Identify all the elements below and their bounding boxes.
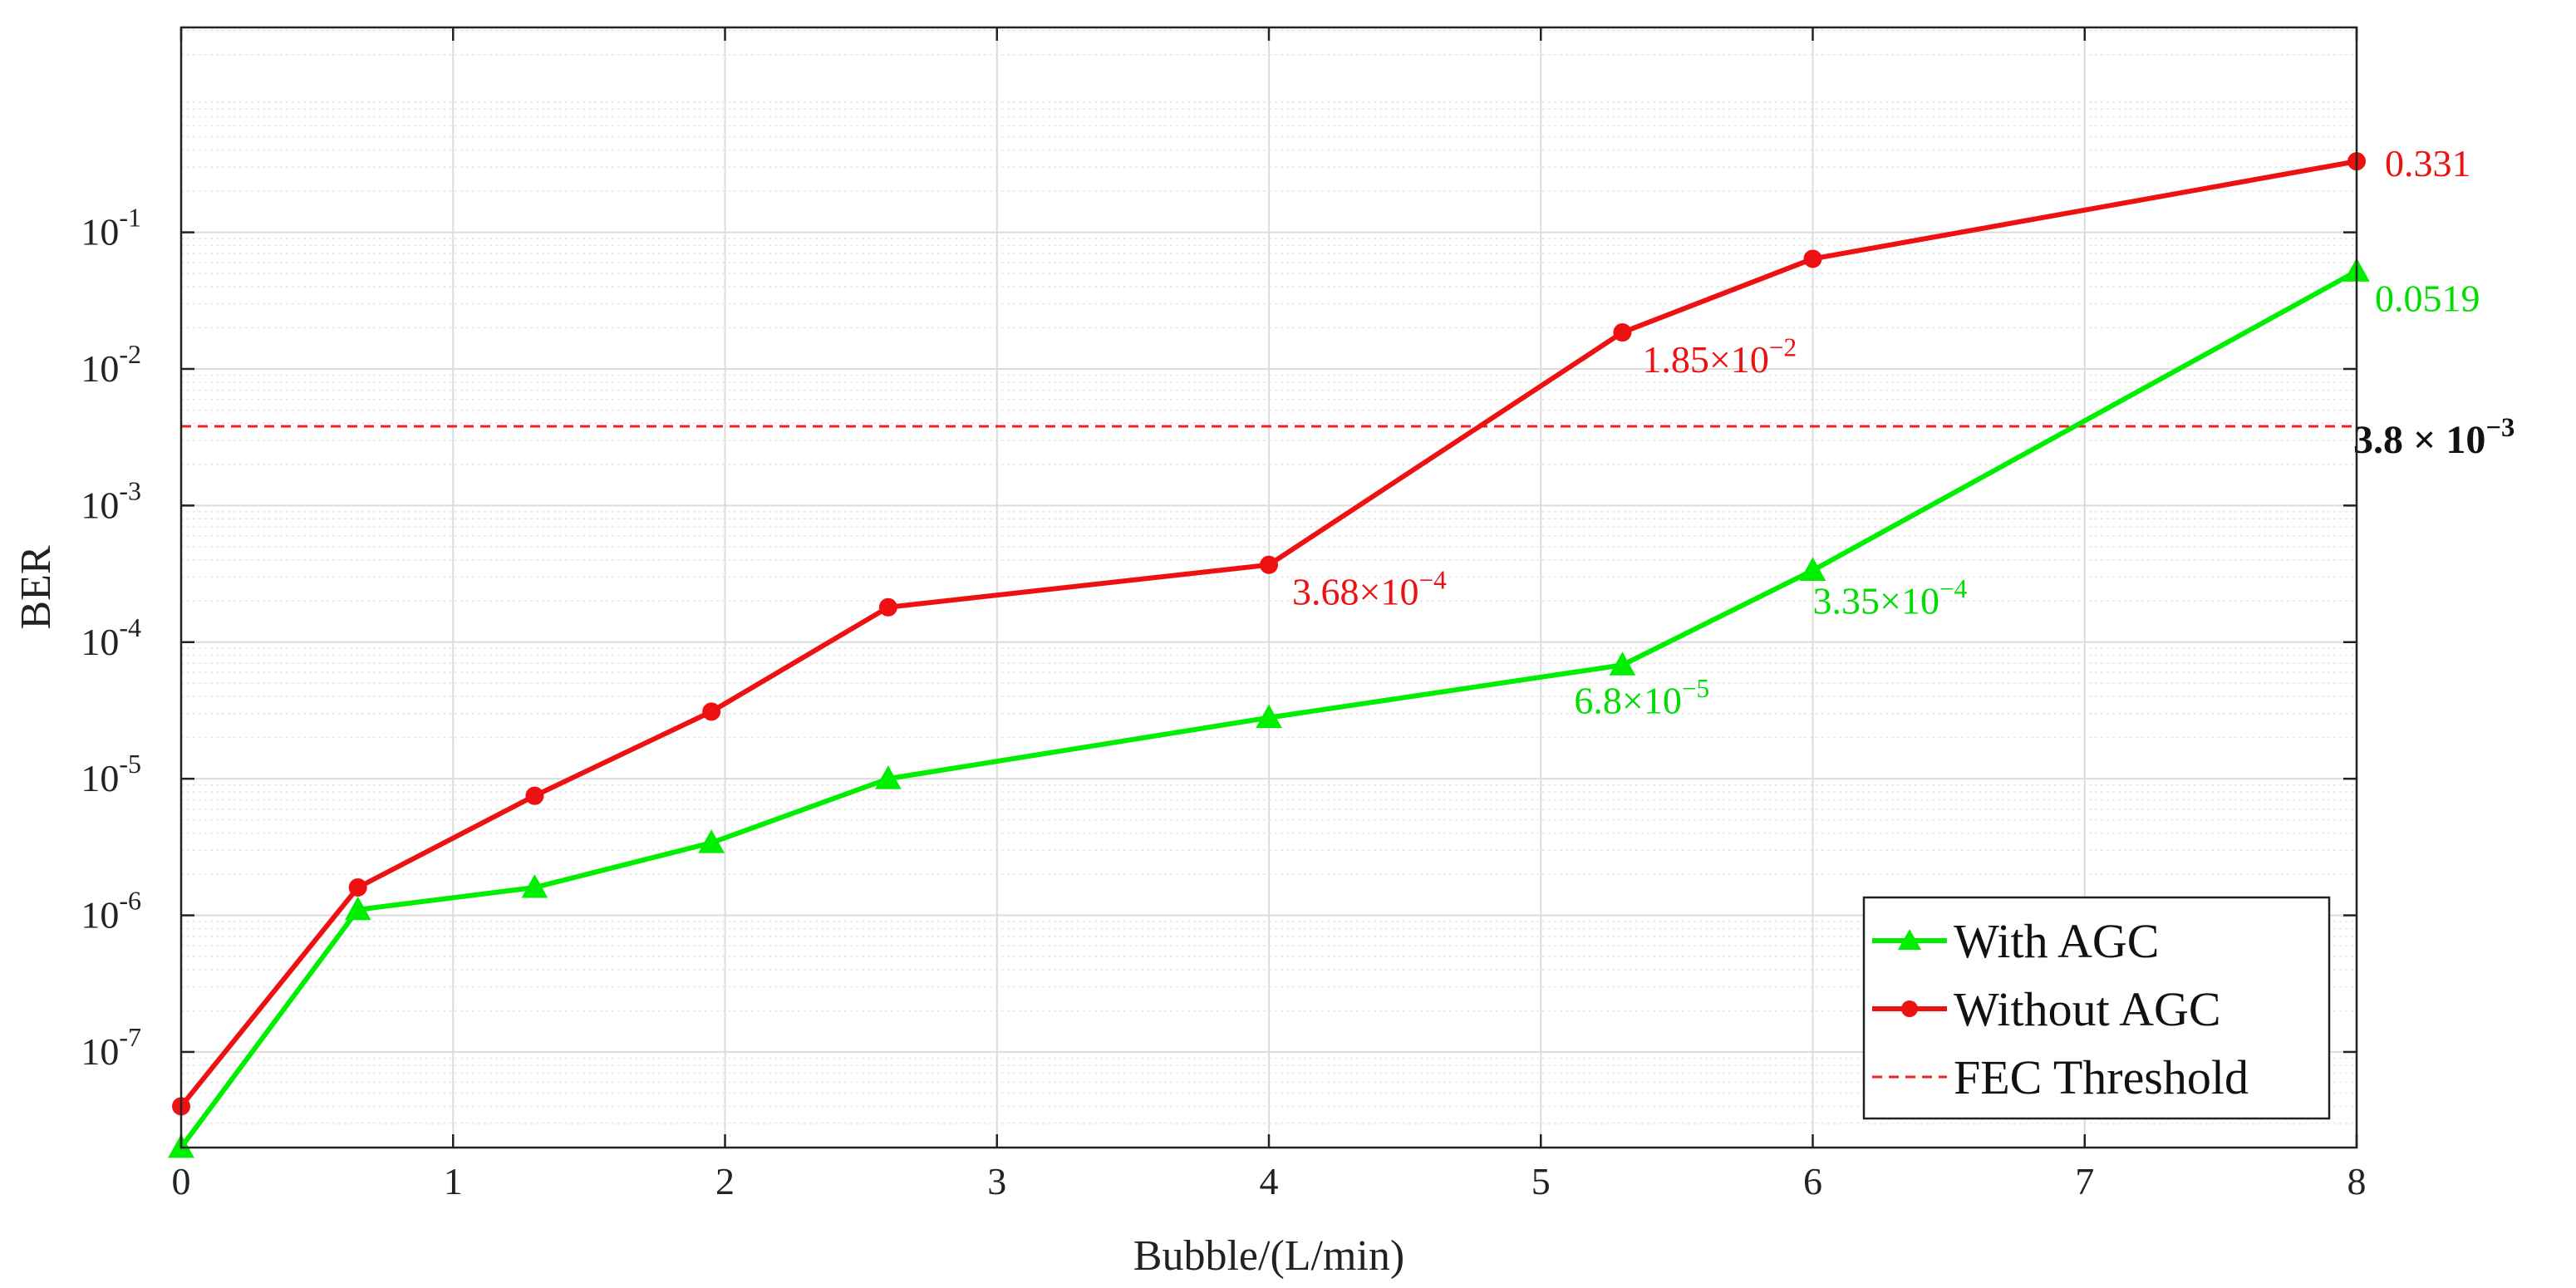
series-point-triangle — [1799, 557, 1826, 581]
series-point-triangle — [521, 873, 548, 898]
y-tick-label: 10-3 — [81, 475, 141, 526]
y-tick-label-base: 10 — [81, 757, 119, 799]
series-point-triangle — [1256, 704, 1282, 729]
data-label: 0.0519 — [2375, 277, 2480, 319]
y-tick-label: 10-2 — [81, 339, 141, 390]
y-tick-label-exp: -1 — [119, 203, 141, 233]
x-tick-label: 6 — [1803, 1160, 1822, 1202]
legend-label: Without AGC — [1954, 982, 2221, 1036]
data-label-main: 3.68×10 — [1292, 571, 1418, 613]
ticks-layer: 0 1 2 3 4 5 6 7 810-110-210-310-410-510-610-7 — [81, 27, 2367, 1202]
legend-label: With AGC — [1954, 914, 2159, 968]
series-point-circle — [878, 597, 897, 617]
data-label-exp: −5 — [1682, 674, 1709, 703]
y-tick-label-exp: -3 — [119, 475, 141, 505]
data-label-main: 0.331 — [2385, 142, 2471, 184]
fec-threshold-label: 3.8 × 10−3 — [2353, 413, 2515, 462]
series-point-triangle — [1609, 651, 1636, 676]
x-tick-label: 8 — [2347, 1160, 2367, 1202]
data-label-exp: −2 — [1769, 333, 1797, 362]
y-tick-label-base: 10 — [81, 484, 119, 526]
x-tick-label: 1 — [444, 1160, 463, 1202]
x-tick-label: 4 — [1260, 1160, 1279, 1202]
x-tick-label: 5 — [1531, 1160, 1551, 1202]
x-tick-label: 0 — [172, 1160, 191, 1202]
y-tick-label-base: 10 — [81, 621, 119, 663]
y-tick-label-exp: -7 — [119, 1022, 141, 1052]
series-point-circle — [525, 786, 544, 805]
series-point-circle — [348, 878, 367, 897]
major-grid — [180, 27, 2357, 1148]
fec-threshold-label-main: 3.8 × 10 — [2353, 418, 2485, 462]
y-axis-label: BER — [12, 545, 60, 629]
y-tick-label: 10-6 — [81, 886, 141, 937]
y-tick-label-exp: -5 — [119, 749, 141, 779]
data-label: 3.68×10−4 — [1292, 565, 1447, 612]
y-tick-label-exp: -6 — [119, 886, 141, 916]
legend-label: FEC Threshold — [1954, 1050, 2249, 1104]
x-tick-label: 2 — [715, 1160, 735, 1202]
x-tick-label: 7 — [2075, 1160, 2094, 1202]
threshold-layer: 3.8 × 10−3 — [181, 413, 2515, 462]
data-label-exp: −4 — [1418, 565, 1447, 594]
series-point-triangle — [875, 765, 902, 789]
data-label-exp: −4 — [1939, 574, 1968, 603]
data-label-main: 1.85×10 — [1642, 338, 1768, 381]
y-tick-label: 10-4 — [81, 612, 141, 663]
y-tick-label-exp: -2 — [119, 339, 141, 369]
data-label: 1.85×10−2 — [1642, 333, 1797, 381]
series-point-circle — [702, 702, 721, 721]
data-label-main: 6.8×10 — [1574, 679, 1681, 721]
data-label-main: 3.35×10 — [1813, 579, 1939, 622]
series-point-circle — [1803, 249, 1822, 268]
data-label: 0.331 — [2385, 142, 2471, 184]
x-tick-label: 3 — [987, 1160, 1006, 1202]
y-tick-label-base: 10 — [81, 347, 119, 390]
y-tick-label-base: 10 — [81, 894, 119, 937]
series-point-triangle — [344, 896, 371, 921]
series-point-circle — [1613, 323, 1632, 342]
series-layer — [168, 152, 2370, 1158]
series-point-triangle — [698, 829, 725, 853]
y-tick-label-base: 10 — [81, 211, 119, 253]
fec-threshold-label-exp: −3 — [2485, 413, 2515, 443]
legend: With AGC Without AGC FEC Threshold — [1862, 896, 2331, 1120]
data-label: 6.8×10−5 — [1574, 674, 1709, 721]
y-tick-label: 10-5 — [81, 749, 141, 799]
data-label-main: 0.0519 — [2375, 277, 2480, 319]
y-tick-label-exp: -4 — [119, 612, 141, 642]
data-label: 3.35×10−4 — [1813, 574, 1968, 622]
legend-marker-circle — [1901, 1000, 1918, 1017]
x-axis-label: Bubble/(L/min) — [1133, 1232, 1404, 1280]
y-tick-label: 10-7 — [81, 1022, 141, 1073]
y-tick-label-base: 10 — [81, 1030, 119, 1073]
y-tick-label: 10-1 — [81, 203, 141, 253]
series-point-circle — [1260, 555, 1278, 574]
legend-marker-triangle — [1898, 929, 1921, 950]
